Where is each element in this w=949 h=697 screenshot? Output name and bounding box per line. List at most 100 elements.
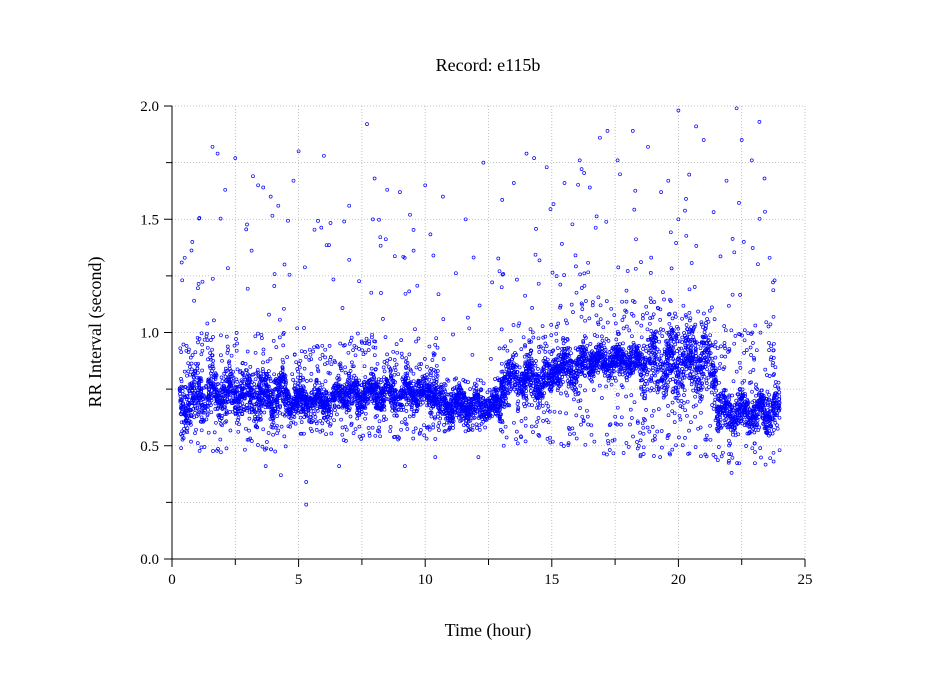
data-point bbox=[606, 339, 611, 343]
data-point bbox=[309, 391, 314, 395]
data-point bbox=[408, 381, 412, 386]
data-point bbox=[612, 369, 616, 374]
data-point bbox=[285, 392, 289, 397]
data-point bbox=[428, 386, 432, 391]
data-point bbox=[186, 350, 191, 354]
data-point bbox=[308, 352, 313, 357]
data-point bbox=[261, 371, 266, 376]
data-point bbox=[253, 377, 258, 382]
data-point bbox=[630, 416, 634, 420]
data-point bbox=[523, 361, 528, 366]
data-point bbox=[202, 394, 207, 398]
data-point bbox=[294, 409, 299, 414]
data-point bbox=[200, 342, 204, 347]
data-point bbox=[290, 406, 295, 410]
data-point bbox=[224, 408, 229, 413]
data-point bbox=[323, 362, 327, 367]
data-point bbox=[324, 395, 328, 400]
data-point bbox=[537, 345, 541, 349]
data-point bbox=[457, 381, 462, 386]
data-point bbox=[441, 390, 445, 395]
data-point bbox=[283, 378, 288, 382]
data-point bbox=[227, 375, 232, 379]
data-point bbox=[248, 400, 252, 405]
data-point bbox=[376, 397, 381, 401]
data-point bbox=[565, 393, 570, 398]
data-point bbox=[195, 335, 200, 340]
data-point bbox=[522, 364, 527, 368]
data-point bbox=[535, 375, 539, 379]
data-point bbox=[351, 364, 356, 369]
data-point bbox=[549, 352, 554, 356]
data-point bbox=[246, 383, 251, 387]
data-point bbox=[500, 369, 505, 374]
data-point bbox=[480, 417, 485, 421]
data-point bbox=[231, 399, 236, 404]
data-point bbox=[339, 368, 344, 373]
data-point bbox=[377, 419, 382, 424]
data-point bbox=[181, 405, 185, 410]
data-point bbox=[182, 369, 187, 374]
data-point bbox=[192, 403, 197, 408]
data-point bbox=[298, 431, 303, 436]
data-point bbox=[582, 359, 587, 364]
data-point bbox=[421, 377, 425, 382]
data-point bbox=[278, 376, 282, 381]
data-point bbox=[301, 375, 305, 380]
data-point bbox=[512, 387, 517, 392]
data-point bbox=[200, 368, 204, 373]
data-point bbox=[178, 346, 183, 351]
data-point bbox=[291, 397, 296, 401]
data-point bbox=[419, 362, 424, 366]
data-point bbox=[563, 318, 568, 323]
data-point bbox=[578, 406, 582, 410]
data-point bbox=[241, 404, 246, 409]
data-point bbox=[249, 248, 254, 253]
data-point bbox=[419, 397, 424, 402]
data-point bbox=[344, 439, 348, 443]
data-point bbox=[299, 420, 304, 424]
data-point bbox=[555, 388, 560, 393]
data-point bbox=[404, 396, 409, 400]
data-point bbox=[472, 392, 477, 396]
data-point bbox=[352, 373, 357, 378]
data-point bbox=[290, 372, 295, 377]
data-point bbox=[218, 400, 223, 405]
data-point bbox=[265, 440, 269, 444]
data-point bbox=[199, 401, 204, 405]
data-point bbox=[508, 338, 513, 343]
data-point bbox=[332, 404, 337, 409]
data-point bbox=[554, 364, 559, 369]
data-point bbox=[467, 427, 471, 432]
data-point bbox=[504, 360, 509, 365]
data-point bbox=[609, 349, 614, 353]
data-point bbox=[528, 327, 533, 332]
data-point bbox=[348, 369, 353, 373]
data-point bbox=[283, 376, 288, 381]
data-point bbox=[414, 402, 419, 407]
data-point bbox=[403, 417, 408, 421]
data-point bbox=[274, 400, 279, 404]
data-point bbox=[391, 349, 396, 354]
data-point bbox=[231, 375, 236, 380]
data-point bbox=[324, 391, 328, 396]
data-point bbox=[536, 379, 540, 383]
data-point bbox=[407, 289, 412, 294]
data-point bbox=[269, 412, 274, 416]
data-point bbox=[313, 415, 318, 419]
data-point bbox=[431, 351, 436, 356]
data-point bbox=[445, 416, 450, 421]
data-point bbox=[551, 348, 556, 353]
data-point bbox=[255, 385, 260, 390]
data-point bbox=[385, 397, 390, 401]
data-point bbox=[394, 342, 399, 346]
data-point bbox=[607, 423, 612, 427]
data-point bbox=[268, 417, 273, 421]
data-point bbox=[375, 429, 380, 433]
data-point bbox=[395, 350, 400, 355]
data-point bbox=[302, 326, 306, 330]
data-point bbox=[316, 219, 320, 223]
data-point bbox=[277, 379, 281, 384]
data-point bbox=[413, 426, 418, 431]
data-point bbox=[609, 382, 614, 387]
